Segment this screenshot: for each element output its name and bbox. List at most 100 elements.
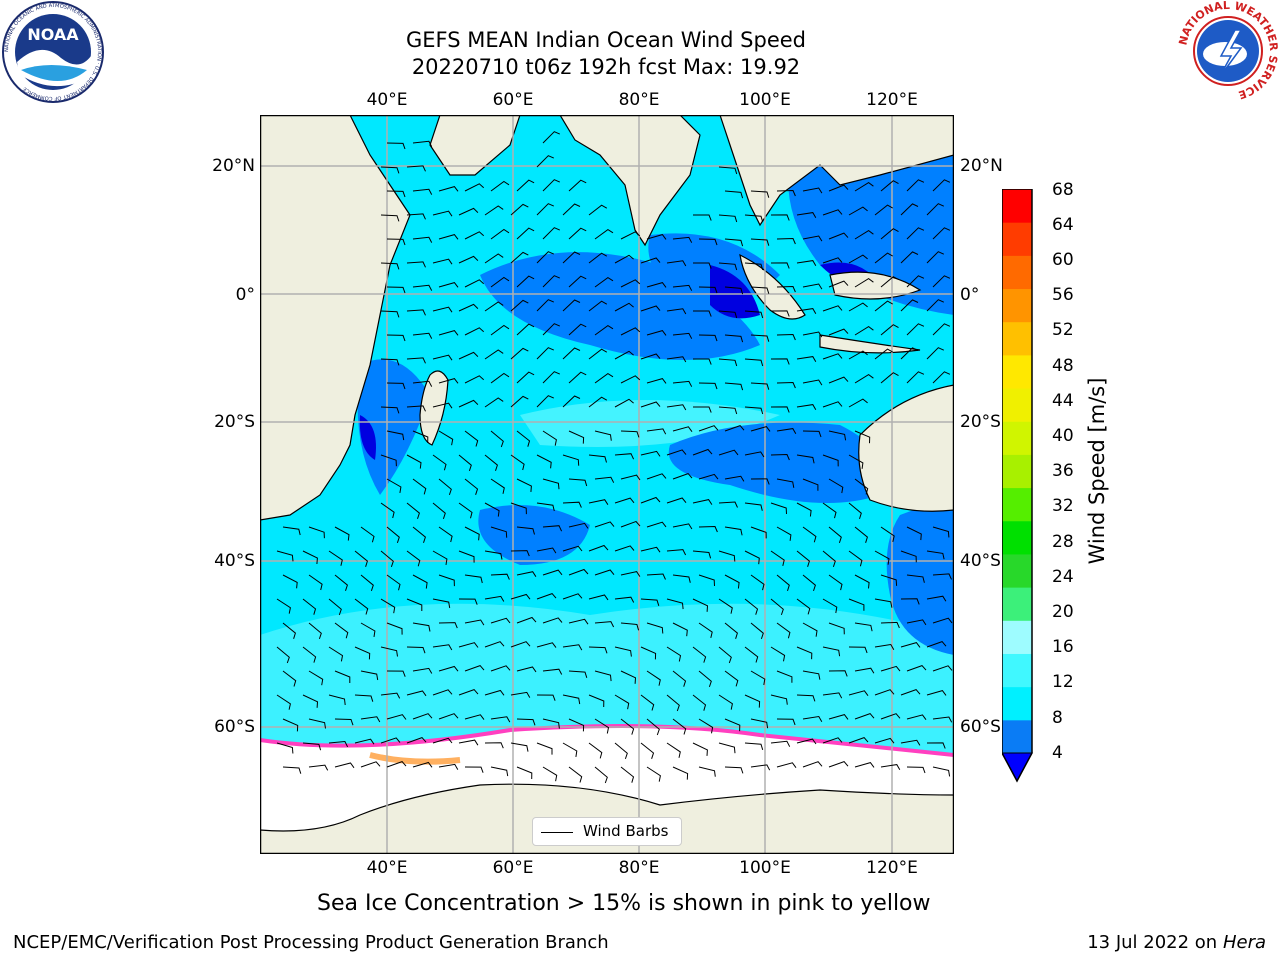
wind-barb xyxy=(796,212,817,219)
wind-barb xyxy=(328,694,346,706)
wind-barb xyxy=(484,689,505,696)
wind-barb xyxy=(536,251,554,264)
wind-barb xyxy=(802,379,823,386)
wind-barb xyxy=(412,140,433,147)
wind-barb xyxy=(744,598,759,615)
wind-barb xyxy=(666,549,687,556)
wind-barb xyxy=(770,598,784,616)
colorbar-tick: 32 xyxy=(1052,496,1074,516)
wind-barb xyxy=(770,453,790,461)
colorbar-tick: 8 xyxy=(1052,708,1063,728)
colorbar-segment xyxy=(1002,487,1032,522)
wind-barb xyxy=(750,574,765,591)
wind-barb xyxy=(796,738,817,745)
wind-barb xyxy=(354,694,374,702)
wind-barb xyxy=(614,302,634,312)
wind-barb xyxy=(724,670,739,687)
wind-barb xyxy=(776,428,797,435)
wind-barb xyxy=(718,646,732,664)
wind-barb xyxy=(360,622,376,637)
legend-label: Wind Barbs xyxy=(583,822,669,840)
wind-barb xyxy=(770,310,790,317)
lon-tick-bottom: 60°E xyxy=(492,858,534,878)
wind-barb xyxy=(900,642,921,648)
wind-barb xyxy=(698,334,718,342)
wind-barb xyxy=(594,372,614,384)
wind-barb xyxy=(640,546,661,553)
wind-barb xyxy=(796,260,817,267)
wind-barb xyxy=(724,622,738,639)
colorbar-ticks: 68 64 60 56 52 48 44 40 36 32 28 24 20 1… xyxy=(1034,0,1094,960)
wind-barb xyxy=(640,598,660,606)
footer-machine: Hera xyxy=(1222,932,1266,953)
colorbar-segment xyxy=(1002,454,1032,489)
wind-barb xyxy=(490,276,510,288)
colorbar-segment xyxy=(1002,719,1032,754)
colorbar-segment xyxy=(1002,686,1032,721)
wind-barb xyxy=(770,502,787,515)
wind-barb xyxy=(672,380,693,387)
wind-barb xyxy=(464,478,479,495)
colorbar-tick: 20 xyxy=(1052,602,1074,622)
wind-barb xyxy=(536,547,557,554)
wind-barb xyxy=(796,502,812,517)
wind-barb xyxy=(510,593,531,600)
wind-barb xyxy=(516,718,536,726)
colorbar-segment xyxy=(1002,222,1032,256)
wind-barb xyxy=(770,740,791,747)
wind-barb xyxy=(692,499,713,505)
wind-barb xyxy=(724,475,745,482)
wind-barb xyxy=(802,715,823,722)
wind-barb xyxy=(308,718,326,729)
wind-barb xyxy=(594,430,612,441)
wind-barb xyxy=(432,598,451,609)
wind-barb xyxy=(620,327,641,336)
wind-barb xyxy=(666,497,687,504)
wind-barb xyxy=(848,502,862,520)
wind-barb xyxy=(932,573,952,580)
map-frame xyxy=(259,114,955,855)
colorbar-segment xyxy=(1002,520,1032,555)
wind-barb xyxy=(718,310,738,319)
wind-barbs xyxy=(276,131,953,784)
wind-barb xyxy=(438,186,459,192)
wind-barb xyxy=(854,325,874,336)
wind-barb xyxy=(698,574,715,587)
wind-barb xyxy=(620,430,640,438)
wind-barb xyxy=(906,665,927,672)
wind-barb xyxy=(926,347,945,360)
wind-barb xyxy=(666,598,684,610)
wind-barb xyxy=(776,718,796,726)
wind-barb xyxy=(412,332,433,339)
wind-barb xyxy=(412,667,433,674)
wind-barb xyxy=(620,766,635,783)
wind-barb xyxy=(490,430,504,448)
blue-wind-zone-east xyxy=(668,422,885,503)
wind-barb xyxy=(822,598,838,614)
wind-barb xyxy=(906,526,922,541)
colorbar-tick: 12 xyxy=(1052,672,1074,692)
wind-barb xyxy=(646,282,667,288)
wind-barb xyxy=(354,738,375,745)
wind-barb xyxy=(386,142,406,150)
gridlines xyxy=(260,115,954,854)
wind-barb xyxy=(406,357,426,364)
wind-barb xyxy=(594,276,614,288)
wind-barb xyxy=(510,742,529,752)
wind-barb xyxy=(718,214,738,223)
wind-barb xyxy=(412,380,433,387)
wind-barb xyxy=(932,275,951,288)
wind-barb xyxy=(640,257,661,264)
wind-barb xyxy=(490,766,509,777)
wind-barb xyxy=(464,430,479,447)
wind-barb xyxy=(828,184,849,192)
wind-barb xyxy=(822,646,841,657)
wind-barb xyxy=(646,718,660,736)
wind-barb xyxy=(906,227,925,240)
wind-barb xyxy=(796,356,817,363)
colorbar-segment xyxy=(1002,321,1032,356)
wind-barb xyxy=(750,670,766,686)
wind-barb xyxy=(516,323,535,336)
wind-barb xyxy=(900,299,919,312)
wind-barb xyxy=(906,371,925,384)
